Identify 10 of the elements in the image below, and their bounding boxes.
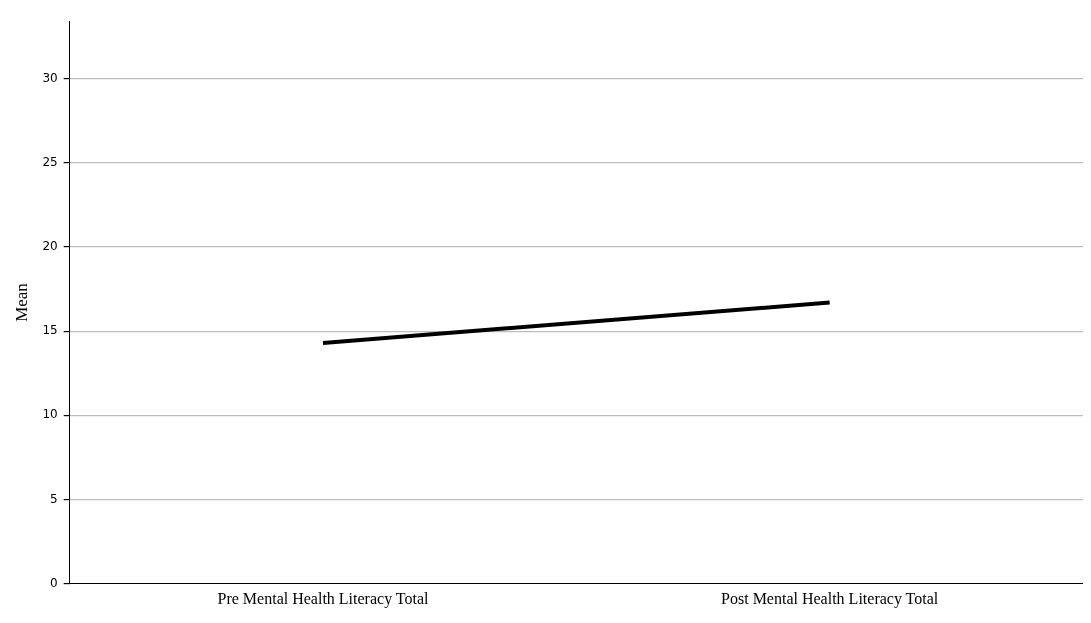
y-tick-label: 30 bbox=[42, 70, 58, 85]
y-tick-label: 20 bbox=[42, 239, 58, 254]
y-tick-label: 0 bbox=[50, 575, 58, 590]
x-tick-label: Post Mental Health Literacy Total bbox=[721, 589, 939, 608]
y-tick-label: 5 bbox=[50, 491, 58, 506]
y-axis-title: Mean bbox=[11, 282, 31, 322]
y-tick-label: 25 bbox=[42, 154, 58, 169]
y-tick-label: 10 bbox=[42, 407, 58, 422]
y-tick-label: 15 bbox=[42, 323, 58, 338]
x-tick-label: Pre Mental Health Literacy Total bbox=[217, 589, 430, 608]
